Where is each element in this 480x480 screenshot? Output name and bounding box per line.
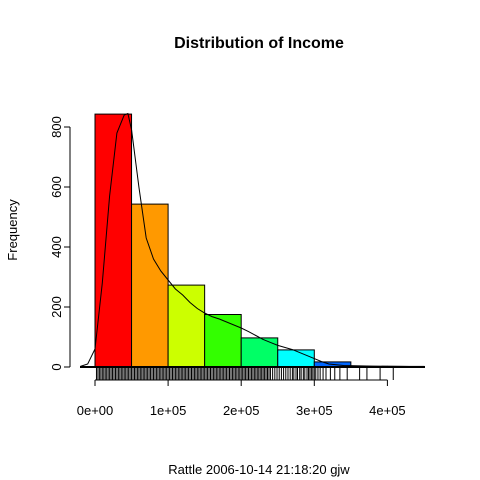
histogram-bars [94, 113, 425, 368]
x-axis-label: Rattle 2006-10-14 21:18:20 gjw [168, 462, 350, 477]
histogram-bar [204, 314, 242, 368]
histogram-bar [277, 349, 315, 368]
x-tick-label: 4e+05 [369, 403, 406, 418]
y-axis: 0 200 400 600 800 [49, 116, 71, 371]
x-tick-label: 1e+05 [150, 403, 187, 418]
x-tick-label: 0e+00 [77, 403, 114, 418]
histogram-bar [94, 113, 133, 368]
x-tick-label: 3e+05 [296, 403, 333, 418]
y-tick-label: 400 [49, 236, 64, 258]
y-tick-label: 200 [49, 296, 64, 318]
histogram-bar [240, 337, 279, 368]
chart-title: Distribution of Income [174, 35, 344, 52]
y-tick-label: 800 [49, 116, 64, 138]
histogram-bar [167, 284, 206, 368]
density-curve [80, 112, 424, 368]
y-tick-label: 0 [49, 363, 64, 370]
y-axis-label: Frequency [5, 199, 20, 261]
y-tick-label: 600 [49, 176, 64, 198]
histogram-bar [131, 203, 169, 368]
x-axis: 0e+00 1e+05 2e+05 3e+05 4e+05 [77, 379, 406, 418]
rug-marks [95, 367, 394, 380]
x-tick-label: 2e+05 [223, 403, 260, 418]
